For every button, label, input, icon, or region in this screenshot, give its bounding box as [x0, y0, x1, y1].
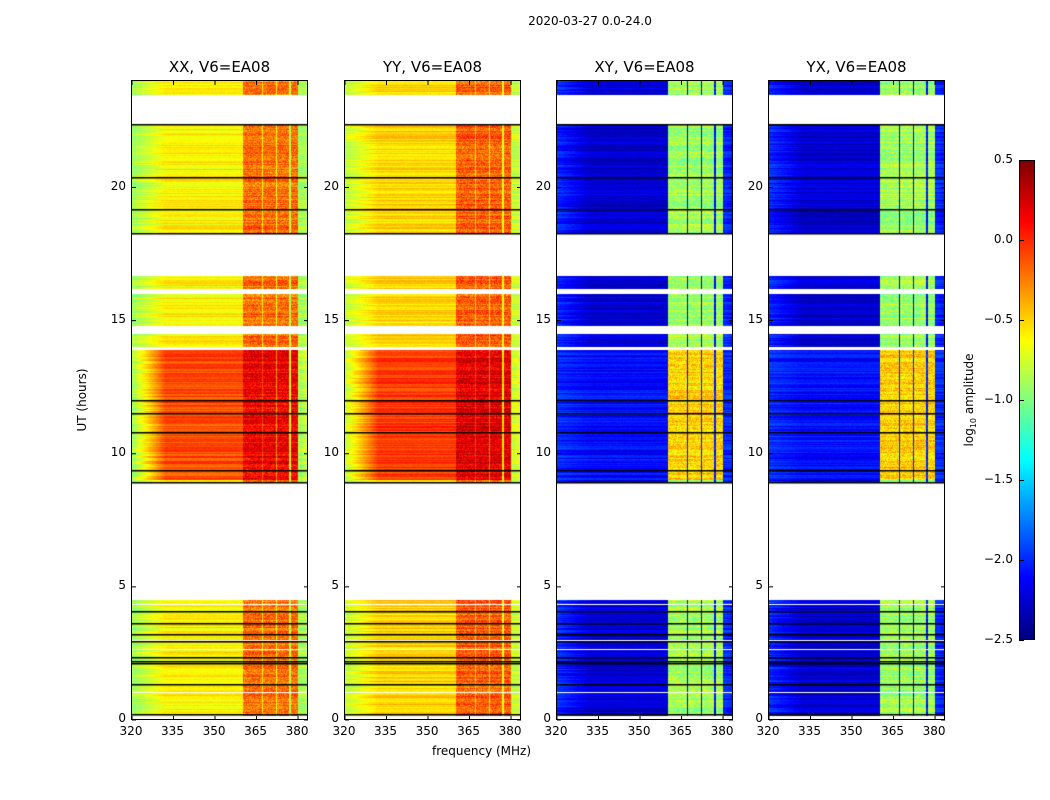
heatmap-panel: [344, 80, 521, 721]
y-tick-label: 5: [755, 577, 763, 592]
colorbar-label: log10 amplitude: [961, 353, 979, 447]
heatmap-panel: [131, 80, 308, 721]
x-tick-label: 335: [798, 724, 821, 738]
x-tick-label: 320: [119, 724, 143, 738]
y-tick-label: 5: [331, 577, 339, 592]
figure-title: 2020-03-27 0.0-24.0: [528, 14, 652, 28]
y-tick-label: 0: [118, 711, 126, 725]
x-tick-label: 365: [457, 724, 480, 738]
colorbar-tick-mark: [1019, 480, 1024, 481]
x-tick-label: 350: [415, 724, 439, 738]
colorbar-tick-mark: [1019, 160, 1024, 161]
y-tick-label: 15: [747, 311, 763, 326]
panel-title: YX, V6=EA08: [806, 58, 907, 76]
y-tick-label: 5: [543, 577, 551, 592]
colorbar-tick-mark: [1019, 240, 1024, 241]
y-tick-label: 0: [543, 711, 551, 725]
x-tick-label: 320: [756, 724, 780, 738]
x-tick-label: 335: [374, 724, 397, 738]
y-tick-label: 15: [323, 311, 339, 326]
colorbar-tick-mark: [1019, 560, 1024, 561]
y-tick-label: 20: [323, 178, 339, 193]
colorbar-tick-label: 0.0: [993, 232, 1013, 246]
colorbar-tick-label: 0.5: [993, 152, 1013, 166]
x-tick-label: 335: [586, 724, 609, 738]
colorbar-tick-mark: [1019, 320, 1024, 321]
y-tick-label: 20: [110, 178, 126, 193]
y-tick-label: 0: [331, 711, 339, 725]
colorbar-tick-mark: [1019, 400, 1024, 401]
x-tick-label: 380: [922, 724, 946, 738]
heatmap-panel: [768, 80, 945, 721]
y-tick-label: 15: [535, 311, 551, 326]
heatmap-image: [769, 81, 944, 719]
x-tick-label: 380: [710, 724, 734, 738]
heatmap-image: [345, 81, 520, 719]
x-axis-label: frequency (MHz): [432, 744, 532, 758]
y-tick-label: 20: [535, 178, 551, 193]
x-tick-label: 380: [498, 724, 522, 738]
panel-title: XY, V6=EA08: [594, 58, 695, 76]
x-tick-label: 350: [627, 724, 651, 738]
y-tick-label: 20: [747, 178, 763, 193]
y-tick-label: 0: [755, 711, 763, 725]
colorbar-tick-label: −2.5: [983, 632, 1013, 646]
x-tick-label: 365: [244, 724, 267, 738]
colorbar-tick-label: −2.0: [983, 552, 1013, 566]
colorbar-tick-mark: [1019, 640, 1024, 641]
y-tick-label: 10: [110, 444, 126, 459]
y-tick-label: 10: [747, 444, 763, 459]
colorbar-tick-label: −1.0: [983, 392, 1013, 406]
heatmap-image: [132, 81, 307, 719]
y-tick-label: 10: [323, 444, 339, 459]
axes-ticks: [556, 81, 733, 721]
x-tick-label: 380: [285, 724, 309, 738]
panel-title: XX, V6=EA08: [168, 58, 271, 76]
x-tick-label: 365: [669, 724, 692, 738]
colorbar-gradient: [1020, 161, 1034, 639]
x-tick-label: 350: [202, 724, 226, 738]
panel-title: YY, V6=EA08: [382, 58, 483, 76]
y-tick-label: 15: [110, 311, 126, 326]
axes-ticks: [344, 81, 521, 721]
x-tick-label: 320: [544, 724, 568, 738]
colorbar-tick-label: −0.5: [983, 312, 1013, 326]
x-tick-label: 350: [839, 724, 863, 738]
x-tick-label: 320: [332, 724, 356, 738]
heatmap-panel: [556, 80, 733, 721]
heatmap-image: [557, 81, 732, 719]
axes-ticks: [768, 81, 945, 721]
x-tick-label: 335: [161, 724, 184, 738]
axes-ticks: [131, 81, 308, 721]
colorbar-tick-label: −1.5: [983, 472, 1013, 486]
x-tick-label: 365: [881, 724, 904, 738]
y-tick-label: 10: [535, 444, 551, 459]
y-tick-label: 5: [118, 577, 126, 592]
y-axis-label: UT (hours): [75, 368, 89, 432]
